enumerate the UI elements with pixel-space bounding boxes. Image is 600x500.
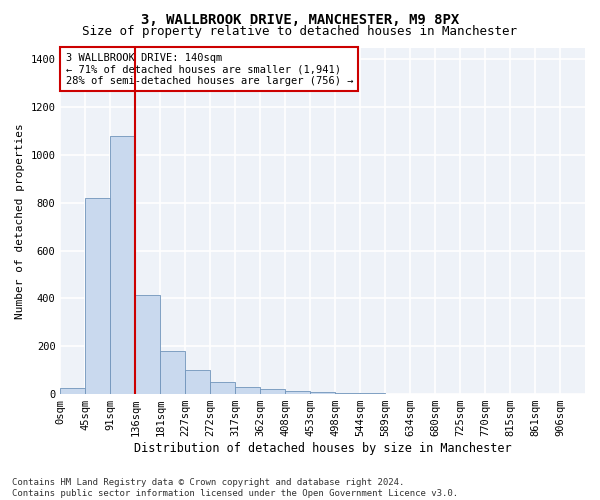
- Bar: [185, 370, 210, 394]
- Text: Contains HM Land Registry data © Crown copyright and database right 2024.
Contai: Contains HM Land Registry data © Crown c…: [12, 478, 458, 498]
- Bar: [310, 392, 335, 394]
- X-axis label: Distribution of detached houses by size in Manchester: Distribution of detached houses by size …: [134, 442, 512, 455]
- Bar: [160, 351, 185, 394]
- Bar: [210, 382, 235, 394]
- Bar: [285, 391, 310, 394]
- Bar: [61, 388, 85, 394]
- Bar: [335, 393, 360, 394]
- Text: 3, WALLBROOK DRIVE, MANCHESTER, M9 8PX: 3, WALLBROOK DRIVE, MANCHESTER, M9 8PX: [141, 12, 459, 26]
- Bar: [110, 136, 136, 394]
- Y-axis label: Number of detached properties: Number of detached properties: [15, 123, 25, 318]
- Bar: [136, 295, 160, 394]
- Bar: [235, 387, 260, 394]
- Bar: [85, 198, 110, 394]
- Text: Size of property relative to detached houses in Manchester: Size of property relative to detached ho…: [83, 25, 517, 38]
- Text: 3 WALLBROOK DRIVE: 140sqm
← 71% of detached houses are smaller (1,941)
28% of se: 3 WALLBROOK DRIVE: 140sqm ← 71% of detac…: [65, 52, 353, 86]
- Bar: [260, 390, 285, 394]
